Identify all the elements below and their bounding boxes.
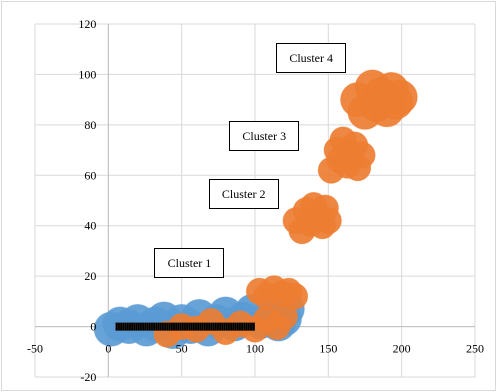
x-tick-label: 150 xyxy=(319,342,337,356)
y-tick-label: 60 xyxy=(84,168,96,182)
cluster-annotation-2: Cluster 2 xyxy=(208,179,279,210)
x-tick-label: 200 xyxy=(393,342,411,356)
x-tick-label: 100 xyxy=(246,342,264,356)
cluster-annotation-3: Cluster 3 xyxy=(229,121,300,152)
y-tick-label: 0 xyxy=(90,320,96,334)
y-tick-label: -20 xyxy=(80,370,96,384)
x-tick-label: 0 xyxy=(105,342,111,356)
y-tick-label: 80 xyxy=(84,118,96,132)
y-tick-label: 120 xyxy=(78,17,96,31)
x-tick-label: 50 xyxy=(176,342,188,356)
cluster-annotation-1: Cluster 1 xyxy=(154,247,225,278)
orange-bubble xyxy=(314,207,342,235)
y-tick-label: 100 xyxy=(78,67,96,81)
y-tick-label: 20 xyxy=(84,269,96,283)
cluster-annotation-4: Cluster 4 xyxy=(276,43,347,74)
x-tick-label: 250 xyxy=(466,342,484,356)
y-tick-label: 40 xyxy=(84,219,96,233)
orange-bubble xyxy=(281,282,309,310)
x-tick-label: -50 xyxy=(27,342,43,356)
orange-bubble xyxy=(348,141,376,169)
orange-bubble xyxy=(382,79,418,115)
